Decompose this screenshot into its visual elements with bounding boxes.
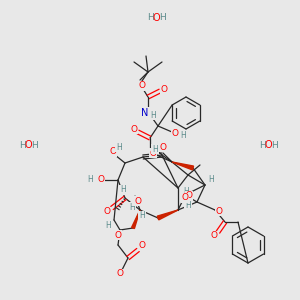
Text: O: O	[172, 130, 178, 139]
Text: H: H	[152, 145, 158, 154]
Text: O: O	[182, 194, 188, 202]
Text: H: H	[120, 185, 126, 194]
Text: H: H	[129, 202, 135, 211]
Text: H: H	[139, 212, 145, 220]
Text: O: O	[115, 230, 122, 239]
Text: H: H	[180, 131, 186, 140]
Text: O: O	[264, 140, 272, 150]
Text: O: O	[134, 196, 142, 206]
Text: N: N	[141, 108, 149, 118]
Text: O: O	[98, 176, 104, 184]
Text: O: O	[185, 191, 193, 200]
Text: H: H	[259, 140, 266, 149]
Text: H: H	[150, 110, 156, 119]
Text: O: O	[211, 232, 218, 241]
Text: H: H	[159, 14, 165, 22]
Text: H: H	[105, 221, 111, 230]
Text: H: H	[116, 142, 122, 152]
Text: H: H	[208, 176, 214, 184]
Text: O: O	[110, 148, 116, 157]
Text: O: O	[139, 82, 145, 91]
Polygon shape	[172, 162, 194, 170]
Text: H: H	[19, 140, 26, 149]
Polygon shape	[132, 210, 140, 229]
Text: O: O	[24, 140, 32, 150]
Text: O: O	[215, 206, 223, 215]
Text: H: H	[271, 140, 278, 149]
Text: O: O	[116, 269, 124, 278]
Text: O: O	[139, 242, 145, 250]
Text: O: O	[160, 85, 167, 94]
Text: H: H	[31, 140, 38, 149]
Text: H: H	[87, 176, 93, 184]
Text: O: O	[103, 208, 110, 217]
Text: O: O	[160, 142, 167, 152]
Text: O: O	[149, 148, 157, 158]
Polygon shape	[157, 210, 178, 220]
Text: O: O	[152, 13, 160, 23]
Text: H: H	[147, 14, 153, 22]
Text: H: H	[183, 187, 189, 196]
Text: O: O	[130, 124, 137, 134]
Text: H: H	[185, 200, 191, 209]
